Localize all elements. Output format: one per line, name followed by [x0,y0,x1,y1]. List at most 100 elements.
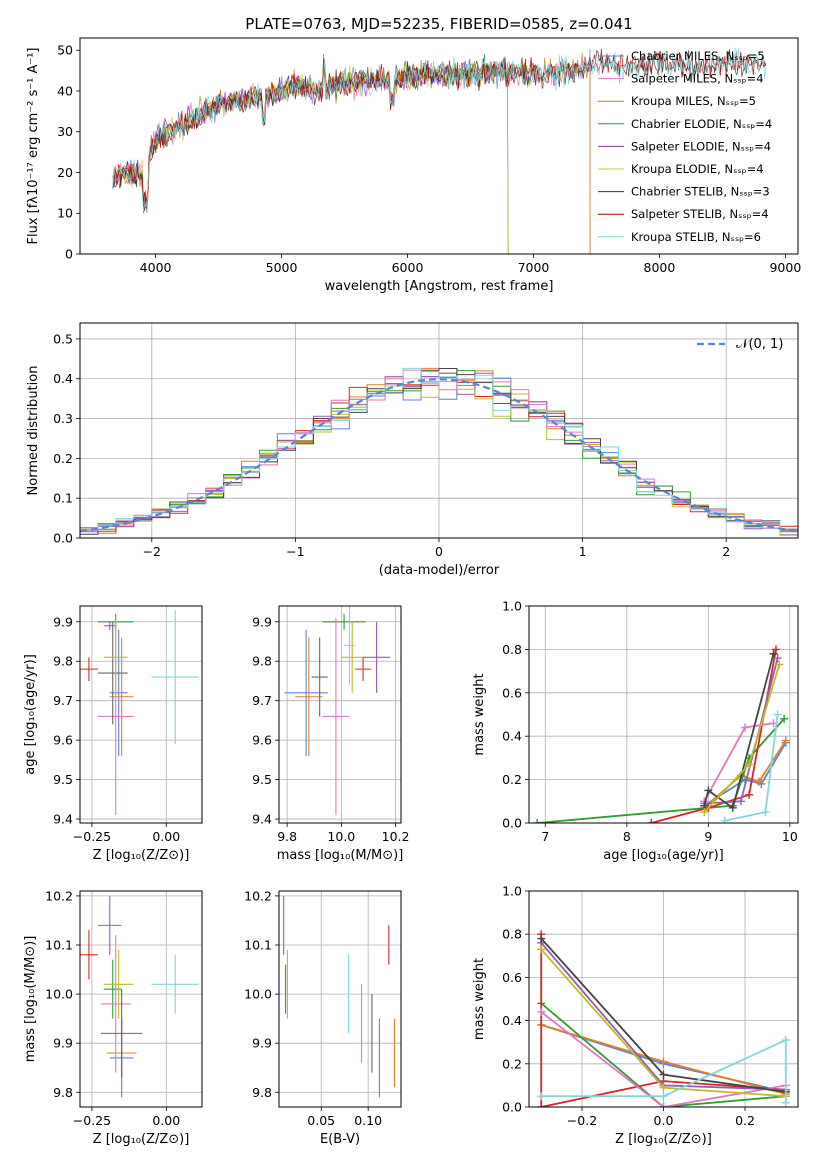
legend-entry: Chabrier STELIB, Nₛₛₚ=3 [631,185,770,199]
errorbar-group [283,895,395,1098]
x-tick-label: 9.8 [277,829,297,844]
y-tick-label: 9.9 [53,614,73,629]
legend-entry: Chabrier MILES, Nₛₛₚ=5 [631,49,765,63]
weight-series-line [703,742,787,807]
y-axis-label: mass weight [472,958,487,1040]
y-tick-label: 9.6 [53,733,73,748]
weight-series-line [537,718,785,823]
x-tick-label: 0.05 [307,1113,335,1128]
weight-point-marker [780,714,789,723]
weight-point-marker [659,1092,668,1101]
y-tick-label: 9.9 [53,1036,73,1051]
x-axis-label: age [log₁₀(age/yr)] [603,848,724,863]
x-tick-label: −0.25 [73,1113,111,1128]
x-axis-label: Z [log₁₀(Z/Z⊙)] [93,848,190,863]
y-tick-label: 30 [57,124,73,139]
x-tick-label: 0 [435,544,443,559]
errorbar-group [80,895,200,1098]
y-tick-label: 9.5 [53,772,73,787]
legend-entry: Salpeter MILES, Nₛₛₚ=4 [631,72,764,86]
y-tick-label: 9.8 [53,1085,73,1100]
x-tick-label: 8 [623,829,631,844]
y-tick-label: 0.2 [53,451,73,466]
weight-point-marker [745,760,754,769]
legend-entry: 𝒩(0, 1) [736,337,783,352]
x-tick-label: 0.0 [654,1113,674,1128]
weight-point-marker [537,1007,546,1016]
y-tick-label: 10.0 [45,987,73,1002]
legend-entry: Chabrier ELODIE, Nₛₛₚ=4 [631,117,772,131]
y-tick-label: 9.8 [252,654,272,669]
y-tick-label: 9.5 [252,772,272,787]
y-tick-label: 9.8 [252,1085,272,1100]
weight-series-line [540,1002,786,1107]
y-tick-label: 9.8 [53,654,73,669]
weight-point-marker [769,649,778,658]
legend-entry: Kroupa MILES, Nₛₛₚ=5 [631,94,756,108]
weight-point-marker [533,819,542,823]
x-axis-label: (data-model)/error [379,563,500,578]
y-tick-label: 0.6 [502,970,522,985]
axes-frame [79,890,203,1108]
y-tick-label: 1.0 [502,884,522,899]
x-axis-label: E(B-V) [320,1132,360,1147]
y-tick-label: 0.2 [502,1056,522,1071]
x-tick-label: 10.0 [327,829,355,844]
histogram-series [80,367,798,531]
spectrum-series-line [112,48,767,202]
weight-point-marker [773,710,782,719]
weight-series-line [541,1038,787,1103]
x-tick-label: 5000 [266,260,298,275]
y-tick-label: 10.1 [244,938,272,953]
spectrum-series-line [112,46,767,211]
y-axis-label: age [log₁₀(age/yr)] [23,654,38,775]
y-tick-label: 0.8 [502,642,522,657]
x-tick-label: 9000 [769,260,801,275]
x-tick-label: 1 [579,544,587,559]
axes-frame [528,890,799,1108]
legend-entry: Salpeter STELIB, Nₛₛₚ=4 [631,207,769,221]
weight-point-marker [741,723,750,732]
weight-point-marker [659,1057,668,1066]
x-tick-label: 0.10 [354,1113,382,1128]
x-tick-label: 7 [541,829,549,844]
weight-point-marker [537,1103,546,1107]
weight-point-marker [537,945,546,954]
weight-point-marker [736,797,745,806]
y-tick-label: 0.6 [502,685,522,700]
y-axis-label: Normed distribution [26,366,41,496]
x-tick-label: 9 [704,829,712,844]
x-tick-label: 0.00 [152,829,180,844]
y-tick-label: 9.9 [252,1036,272,1051]
weight-series-line [540,934,786,1107]
histogram-steps [80,367,798,536]
y-tick-label: 0.3 [53,411,73,426]
x-tick-label: −0.2 [567,1113,597,1128]
weight-point-marker [781,1098,790,1107]
x-tick-label: 10 [782,829,798,844]
y-tick-label: 10.1 [45,938,73,953]
errorbar-group [284,606,391,816]
axes-frame [278,605,402,824]
y-tick-label: 10 [57,206,73,221]
x-axis-label: Z [log₁₀(Z/Z⊙)] [615,1132,712,1147]
weight-point-marker [647,819,656,823]
x-tick-label: 4000 [140,260,172,275]
y-tick-label: 50 [57,43,73,58]
weight-point-marker [781,736,790,745]
y-tick-label: 10.0 [244,987,272,1002]
x-tick-label: 10.2 [382,829,410,844]
weight-point-marker [659,1070,668,1079]
weight-point-marker [775,660,784,669]
x-axis-label: wavelength [Angstrom, rest frame] [325,279,554,294]
weight-point-marker [728,803,737,812]
y-tick-label: 9.9 [252,614,272,629]
legend-entry: Salpeter ELODIE, Nₛₛₚ=4 [631,139,771,153]
chart-title: PLATE=0763, MJD=52235, FIBERID=0585, z=0… [245,15,632,33]
x-tick-label: −2 [143,544,161,559]
y-tick-label: 9.6 [252,733,272,748]
x-tick-label: −1 [286,544,304,559]
legend-entry: Kroupa STELIB, Nₛₛₚ=6 [631,230,761,244]
y-tick-label: 0.5 [53,331,73,346]
y-tick-label: 0.8 [502,927,522,942]
